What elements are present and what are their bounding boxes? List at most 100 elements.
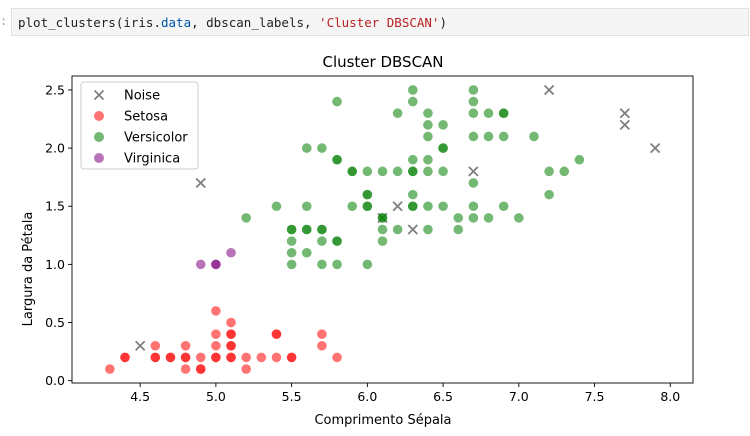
point-setosa — [195, 352, 206, 363]
x-tick-label: 7.0 — [509, 389, 529, 404]
point-versicolor — [423, 201, 433, 212]
point-setosa — [165, 352, 176, 363]
legend-marker-versicolor — [94, 132, 104, 142]
point-versicolor — [483, 131, 494, 142]
point-setosa — [105, 364, 115, 374]
point-versicolor — [317, 224, 327, 235]
legend-label-virginica: Virginica — [124, 152, 180, 167]
x-tick-label: 8.0 — [660, 389, 680, 404]
point-setosa — [150, 340, 161, 351]
point-setosa — [226, 352, 236, 363]
x-axis-ticks: 4.5 5.0 5.5 6.0 6.5 7.0 7.5 8.0 — [130, 383, 680, 404]
point-versicolor — [362, 166, 373, 177]
point-versicolor — [317, 236, 327, 246]
point-versicolor — [544, 166, 554, 177]
point-versicolor — [241, 213, 251, 223]
point-setosa — [180, 340, 191, 351]
point-versicolor — [483, 108, 494, 119]
point-versicolor — [392, 108, 403, 119]
x-tick-label: 4.5 — [130, 389, 150, 404]
y-tick-label: 2.0 — [45, 141, 65, 156]
point-noise — [543, 84, 555, 96]
code-line: plot_clusters(iris.data, dbscan_labels, … — [18, 15, 447, 30]
point-setosa — [180, 364, 191, 374]
point-versicolor — [317, 143, 327, 153]
y-axis-label: Largura da Pétala — [21, 212, 36, 327]
y-tick-label: 0.0 — [45, 373, 65, 388]
point-versicolor — [347, 201, 358, 212]
point-versicolor — [468, 131, 479, 142]
point-versicolor — [332, 236, 342, 246]
point-versicolor — [301, 224, 312, 235]
code-end: ) — [439, 15, 447, 30]
point-setosa — [317, 340, 327, 351]
point-versicolor — [301, 247, 312, 258]
y-tick-label: 1.5 — [45, 199, 65, 214]
code-cell[interactable]: plot_clusters(iris.data, dbscan_labels, … — [11, 8, 749, 36]
point-versicolor — [544, 189, 554, 200]
point-versicolor — [332, 96, 342, 107]
legend: Noise Setosa Versicolor Virginica — [80, 81, 199, 170]
point-versicolor — [271, 201, 282, 212]
point-versicolor — [286, 236, 297, 246]
point-versicolor — [468, 213, 479, 223]
legend-label-versicolor: Versicolor — [124, 131, 188, 146]
x-tick-label: 7.5 — [585, 389, 605, 404]
x-tick-label: 6.5 — [433, 389, 453, 404]
point-setosa — [226, 340, 236, 351]
point-versicolor — [423, 131, 433, 142]
point-setosa — [286, 352, 297, 363]
point-noise — [392, 201, 403, 212]
point-versicolor — [453, 224, 464, 235]
code-string: 'Cluster DBSCAN' — [319, 15, 440, 30]
point-noise — [649, 142, 661, 154]
point-setosa — [271, 352, 282, 363]
point-versicolor — [423, 154, 433, 165]
point-versicolor — [301, 201, 312, 212]
point-versicolor — [392, 224, 403, 235]
point-versicolor — [377, 224, 388, 235]
legend-label-noise: Noise — [124, 89, 160, 104]
point-setosa — [211, 329, 221, 339]
point-noise — [195, 177, 206, 189]
point-versicolor — [407, 96, 418, 107]
point-setosa — [211, 306, 221, 316]
point-versicolor — [453, 213, 464, 223]
point-setosa — [332, 352, 342, 363]
point-versicolor — [317, 259, 327, 270]
legend-marker-setosa — [94, 111, 104, 121]
point-virginica — [195, 259, 206, 270]
code-attr: data — [161, 15, 192, 30]
point-setosa — [317, 329, 327, 339]
point-versicolor — [286, 259, 297, 270]
chart-title: Cluster DBSCAN — [322, 53, 443, 71]
point-versicolor — [286, 224, 297, 235]
point-versicolor — [347, 166, 358, 177]
point-versicolor — [468, 96, 479, 107]
legend-box — [80, 81, 199, 170]
point-versicolor — [423, 120, 433, 130]
point-setosa — [180, 352, 191, 363]
point-versicolor — [377, 236, 388, 246]
point-versicolor — [377, 213, 388, 223]
point-setosa — [271, 329, 282, 339]
legend-marker-noise — [93, 89, 105, 101]
y-tick-label: 2.5 — [45, 82, 65, 97]
point-versicolor — [407, 189, 418, 200]
point-setosa — [211, 340, 221, 351]
point-versicolor — [286, 247, 297, 258]
point-versicolor — [301, 143, 312, 153]
point-versicolor — [377, 166, 388, 177]
y-tick-label: 0.5 — [45, 315, 65, 330]
x-tick-label: 5.5 — [282, 389, 302, 404]
legend-marker-virginica — [94, 153, 104, 163]
point-versicolor — [574, 154, 585, 165]
point-setosa — [241, 364, 251, 374]
point-setosa — [226, 329, 236, 339]
point-setosa — [226, 317, 236, 328]
point-setosa — [195, 364, 206, 374]
point-versicolor — [498, 108, 509, 119]
point-noise — [619, 119, 630, 130]
point-noise — [135, 340, 146, 351]
point-noise — [619, 108, 630, 119]
